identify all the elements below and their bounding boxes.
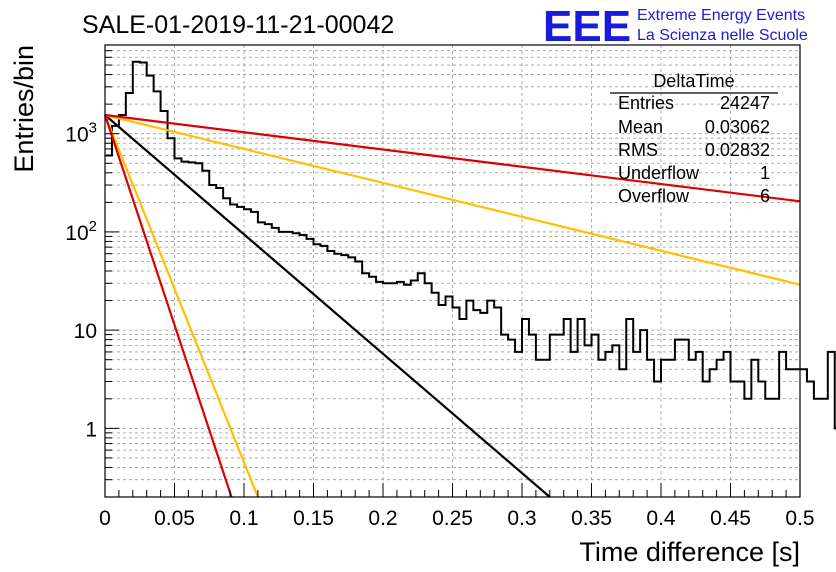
stats-value-mean: 0.03062	[705, 117, 770, 137]
fit-line-5	[103, 114, 233, 498]
stats-label-underflow: Underflow	[618, 163, 700, 183]
y-tick-base: 10	[65, 124, 88, 147]
y-tick-label: 103	[65, 120, 97, 147]
eee-logo-mark: EEE	[543, 2, 631, 51]
x-tick-label: 0.05	[154, 507, 195, 530]
x-tick-label: 0.5	[785, 507, 814, 530]
x-tick-label: 0.1	[229, 507, 258, 530]
histogram-outline	[105, 60, 836, 430]
stats-value-overflow: 6	[760, 186, 770, 206]
stats-label-rms: RMS	[618, 140, 658, 160]
run-title: SALE-01-2019-11-21-00042	[82, 11, 394, 39]
eee-logo-line1: Extreme Energy Events	[637, 7, 805, 24]
x-tick-label: 0.4	[646, 507, 676, 530]
x-tick-label: 0.35	[571, 507, 612, 530]
y-axis-title: Entries/bin	[9, 45, 39, 173]
stats-label-mean: Mean	[618, 117, 663, 137]
y-tick-base: 1	[85, 418, 97, 441]
stats-label-entries: Entries	[618, 93, 674, 113]
eee-logo-line2: La Scienza nelle Scuole	[637, 27, 808, 44]
stats-box-title: DeltaTime	[653, 71, 734, 91]
fit-line-3	[103, 114, 259, 498]
fit-lines	[103, 113, 801, 498]
y-tick-exponent: 3	[89, 120, 97, 137]
histogram	[105, 60, 836, 430]
fit-line-4	[104, 113, 801, 203]
x-tick-label: 0.3	[507, 507, 536, 530]
stats-value-rms: 0.02832	[705, 140, 770, 160]
y-tick-exponent: 2	[89, 218, 97, 235]
stats-value-entries: 24247	[720, 93, 770, 113]
grid-lines	[105, 44, 800, 498]
x-tick-label: 0.45	[710, 507, 751, 530]
eee-logo: EEE Extreme Energy Events La Scienza nel…	[543, 2, 808, 51]
y-tick-base: 10	[74, 320, 97, 343]
y-tick-label: 10	[74, 320, 97, 343]
x-tick-label: 0	[99, 507, 111, 530]
fit-line-1	[104, 114, 551, 498]
stats-label-overflow: Overflow	[618, 186, 690, 206]
stats-box: DeltaTime Entries 24247 Mean 0.03062 RMS…	[610, 71, 778, 206]
x-tick-label: 0.25	[432, 507, 473, 530]
x-tick-label: 0.15	[293, 507, 334, 530]
plot-frame	[104, 44, 801, 498]
x-tick-labels: 0 0.05 0.1 0.15 0.2 0.25 0.3 0.35 0.4 0.45 0.5	[99, 507, 814, 530]
y-tick-base: 10	[65, 222, 88, 245]
x-axis-title: Time difference [s]	[579, 537, 800, 567]
y-tick-label: 102	[65, 218, 97, 245]
x-tick-label: 0.2	[368, 507, 397, 530]
y-tick-label: 1	[85, 418, 97, 441]
fit-line-2	[104, 113, 801, 286]
stats-value-underflow: 1	[760, 163, 770, 183]
